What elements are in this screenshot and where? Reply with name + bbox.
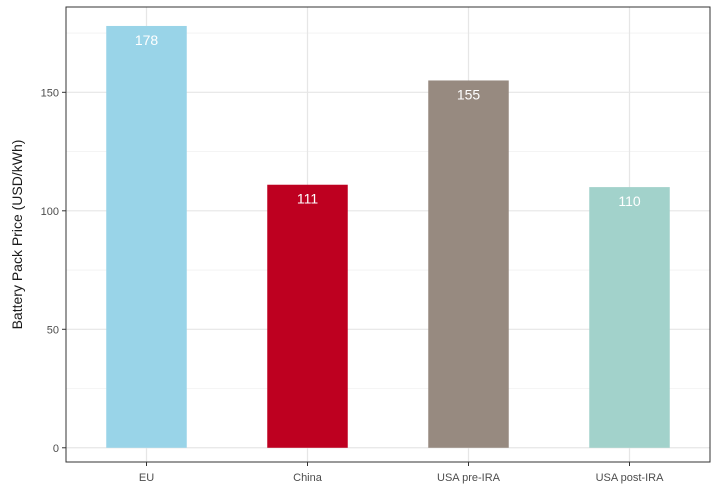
y-axis-title: Battery Pack Price (USD/kWh)	[9, 140, 25, 330]
x-tick-label: China	[293, 472, 323, 484]
bar-value-label: 155	[457, 86, 481, 102]
bar-eu	[106, 25, 187, 448]
y-tick-label: 150	[41, 87, 59, 99]
y-tick-label: 100	[41, 206, 59, 218]
plot-panel-border	[65, 6, 711, 463]
y-tick-label: 0	[53, 443, 59, 455]
bar-usa-post-ira	[589, 187, 670, 448]
y-tick-label: 50	[47, 324, 59, 336]
x-tick-label: USA pre-IRA	[437, 472, 501, 484]
x-tick-label: USA post-IRA	[596, 472, 665, 484]
bar-china	[267, 184, 348, 448]
bar-value-label: 110	[618, 193, 641, 209]
bar-value-label: 111	[297, 191, 318, 207]
bars-layer	[106, 25, 670, 448]
data-labels-layer: 178 111 155 110	[135, 32, 641, 209]
bar-value-label: 178	[135, 32, 159, 48]
axis-layer: 0 50 100 150 EU China USA pre-IRA USA post-IRA	[41, 87, 664, 484]
bar-usa-pre-ira	[428, 80, 509, 448]
x-tick-label: EU	[139, 472, 154, 484]
